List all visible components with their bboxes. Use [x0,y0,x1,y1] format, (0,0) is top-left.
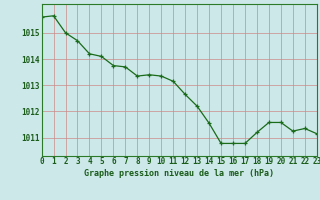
X-axis label: Graphe pression niveau de la mer (hPa): Graphe pression niveau de la mer (hPa) [84,169,274,178]
